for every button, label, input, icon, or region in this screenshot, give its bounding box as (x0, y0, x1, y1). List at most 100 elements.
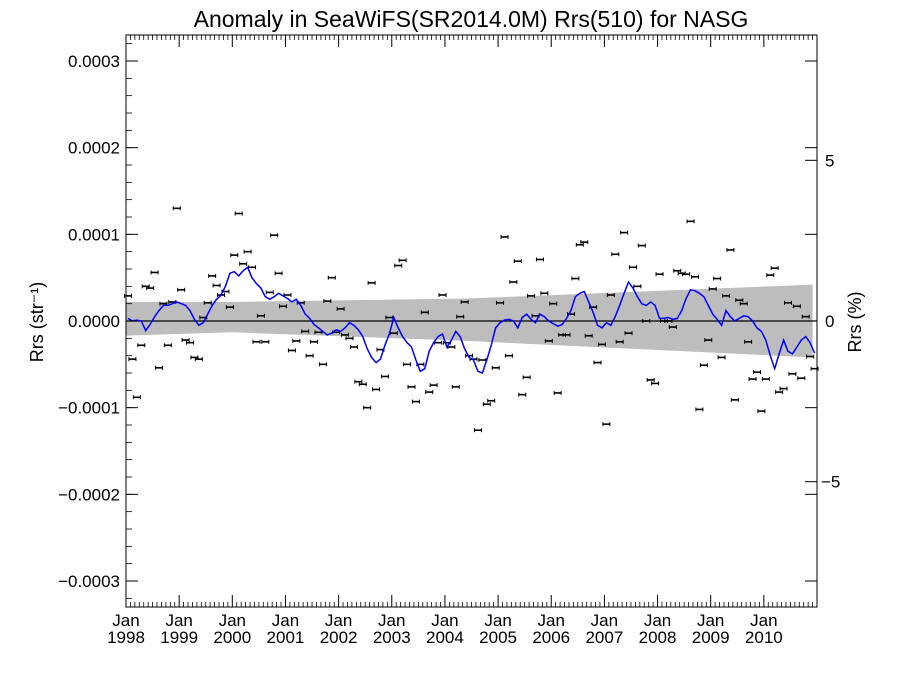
y2-tick-label: 0 (825, 312, 834, 331)
data-point (717, 355, 726, 360)
data-point (770, 266, 779, 271)
y-tick-label: −0.0001 (58, 399, 120, 418)
data-point (580, 240, 589, 245)
x-tick-month-label: Jan (591, 611, 618, 630)
data-point (465, 353, 474, 358)
data-point (611, 252, 620, 257)
x-tick-year-label: 2009 (692, 628, 730, 647)
data-point (779, 386, 788, 391)
data-point (252, 339, 261, 344)
data-point (460, 299, 469, 304)
x-tick-year-label: 2010 (745, 628, 783, 647)
data-point (540, 291, 549, 296)
data-point (261, 339, 270, 344)
y2-tick-label: 5 (825, 151, 834, 170)
data-point (695, 407, 704, 412)
data-point (482, 402, 491, 407)
data-point (447, 345, 456, 349)
data-point (163, 343, 172, 348)
data-point (628, 265, 637, 270)
x-tick-year-label: 2003 (373, 628, 411, 647)
data-point (699, 363, 708, 368)
data-point (637, 243, 646, 248)
data-point (132, 395, 141, 400)
right-axis: 5 0 −5 (805, 151, 840, 492)
data-point (186, 340, 195, 345)
data-point (500, 234, 509, 239)
data-point (633, 284, 642, 289)
data-point (730, 397, 739, 402)
data-point (407, 384, 416, 389)
data-point (256, 313, 265, 318)
data-point (411, 399, 420, 404)
data-point (354, 379, 363, 384)
y2-axis-label: Rrs (%) (845, 292, 865, 353)
data-point (509, 280, 518, 284)
data-point (792, 304, 801, 309)
data-point (713, 276, 722, 281)
y-tick-label: −0.0002 (58, 485, 120, 504)
data-point (752, 370, 761, 375)
x-tick-month-label: Jan (378, 611, 405, 630)
data-point (177, 287, 186, 292)
data-point (575, 242, 584, 247)
data-point (504, 353, 513, 358)
data-point (194, 357, 203, 362)
x-tick-year-label: 2007 (585, 628, 623, 647)
x-tick-month-label: Jan (644, 611, 671, 630)
data-point (686, 219, 695, 224)
data-point (420, 310, 429, 315)
data-point (682, 272, 691, 277)
x-tick-month-label: Jan (538, 611, 565, 630)
data-point (327, 275, 336, 280)
data-point (748, 377, 757, 382)
data-point (518, 392, 527, 397)
data-point (806, 354, 815, 359)
data-point (172, 206, 181, 211)
data-point (243, 249, 252, 254)
data-point (128, 357, 137, 362)
x-tick-month-label: Jan (219, 611, 246, 630)
data-point (230, 253, 239, 258)
y-tick-label: 0.0002 (68, 139, 120, 158)
data-point (522, 375, 531, 380)
data-point (553, 390, 562, 395)
data-point (673, 268, 682, 273)
data-point (562, 332, 571, 337)
data-point (606, 293, 615, 297)
data-point (279, 304, 288, 309)
data-point (761, 377, 770, 382)
data-point (363, 405, 372, 410)
monthly-points (124, 206, 819, 433)
data-point (690, 274, 699, 279)
x-tick-year-label: 2004 (426, 628, 464, 647)
data-point (597, 342, 606, 347)
x-tick-year-label: 2005 (479, 628, 517, 647)
data-point (620, 230, 629, 235)
data-point (341, 332, 350, 337)
data-point (434, 340, 443, 345)
data-point (146, 286, 155, 291)
chart-title: Anomaly in SeaWiFS(SR2014.0M) Rrs(510) f… (194, 6, 749, 32)
x-tick-month-label: Jan (165, 611, 192, 630)
data-point (642, 319, 651, 323)
data-point (265, 290, 274, 295)
data-point (704, 338, 713, 343)
data-point (212, 283, 221, 288)
data-point (739, 301, 748, 306)
x-tick-year-label: 2002 (320, 628, 358, 647)
data-point (292, 338, 301, 343)
x-tick-year-label: 2008 (639, 628, 677, 647)
data-point (473, 428, 482, 433)
data-point (549, 301, 558, 306)
data-point (451, 384, 460, 389)
data-point (757, 409, 766, 414)
data-point (345, 336, 354, 341)
data-point (775, 390, 784, 395)
data-point (708, 286, 717, 291)
data-point (801, 314, 810, 319)
data-point (155, 365, 164, 370)
left-axis: 0.0003 0.0002 0.0001 0.0000 −0.0001 −0.0002 −0… (58, 43, 817, 599)
data-point (203, 300, 212, 305)
